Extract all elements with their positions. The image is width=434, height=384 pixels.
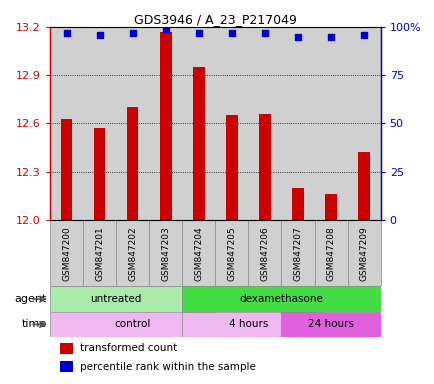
- Bar: [226, 116, 237, 220]
- Bar: [83, 220, 116, 286]
- Bar: [127, 108, 138, 220]
- Bar: [248, 27, 281, 220]
- Point: [162, 26, 169, 32]
- Bar: [281, 220, 314, 286]
- Bar: [50, 312, 215, 337]
- Bar: [358, 152, 369, 220]
- Point: [360, 31, 367, 38]
- Bar: [182, 27, 215, 220]
- Bar: [325, 194, 336, 220]
- Text: transformed count: transformed count: [79, 343, 177, 353]
- Point: [63, 30, 70, 36]
- Bar: [61, 119, 72, 220]
- Point: [129, 30, 136, 36]
- Bar: [50, 220, 83, 286]
- Text: GSM847208: GSM847208: [326, 226, 335, 281]
- Text: time: time: [21, 319, 46, 329]
- Title: GDS3946 / A_23_P217049: GDS3946 / A_23_P217049: [134, 13, 296, 26]
- Bar: [149, 220, 182, 286]
- Text: agent: agent: [14, 294, 46, 304]
- Bar: [94, 128, 105, 220]
- Bar: [292, 188, 303, 220]
- Bar: [193, 67, 204, 220]
- Bar: [248, 220, 281, 286]
- Bar: [215, 27, 248, 220]
- Text: 4 hours: 4 hours: [228, 319, 267, 329]
- Bar: [259, 114, 270, 220]
- Text: GSM847200: GSM847200: [62, 226, 71, 281]
- Bar: [83, 27, 116, 220]
- Bar: [60, 343, 73, 354]
- Text: percentile rank within the sample: percentile rank within the sample: [79, 362, 255, 372]
- Bar: [347, 220, 380, 286]
- Text: GSM847206: GSM847206: [260, 226, 269, 281]
- Point: [327, 33, 334, 40]
- Bar: [116, 27, 149, 220]
- Bar: [116, 220, 149, 286]
- Bar: [182, 220, 215, 286]
- Bar: [50, 286, 182, 312]
- Bar: [60, 361, 73, 372]
- Text: GSM847201: GSM847201: [95, 226, 104, 281]
- Bar: [347, 27, 380, 220]
- Text: GSM847209: GSM847209: [359, 226, 368, 281]
- Text: GSM847203: GSM847203: [161, 226, 170, 281]
- Bar: [160, 32, 171, 220]
- Text: GSM847202: GSM847202: [128, 226, 137, 281]
- Bar: [215, 220, 248, 286]
- Text: GSM847205: GSM847205: [227, 226, 236, 281]
- Bar: [50, 27, 83, 220]
- Bar: [314, 27, 347, 220]
- Point: [261, 30, 268, 36]
- Bar: [314, 220, 347, 286]
- Bar: [149, 27, 182, 220]
- Text: GSM847207: GSM847207: [293, 226, 302, 281]
- Text: 24 hours: 24 hours: [307, 319, 353, 329]
- Bar: [182, 312, 314, 337]
- Bar: [182, 286, 380, 312]
- Point: [96, 31, 103, 38]
- Bar: [281, 27, 314, 220]
- Text: GSM847204: GSM847204: [194, 226, 203, 281]
- Text: untreated: untreated: [90, 294, 141, 304]
- Text: control: control: [114, 319, 151, 329]
- Text: dexamethasone: dexamethasone: [239, 294, 322, 304]
- Bar: [281, 312, 380, 337]
- Point: [294, 33, 301, 40]
- Point: [228, 30, 235, 36]
- Point: [195, 30, 202, 36]
